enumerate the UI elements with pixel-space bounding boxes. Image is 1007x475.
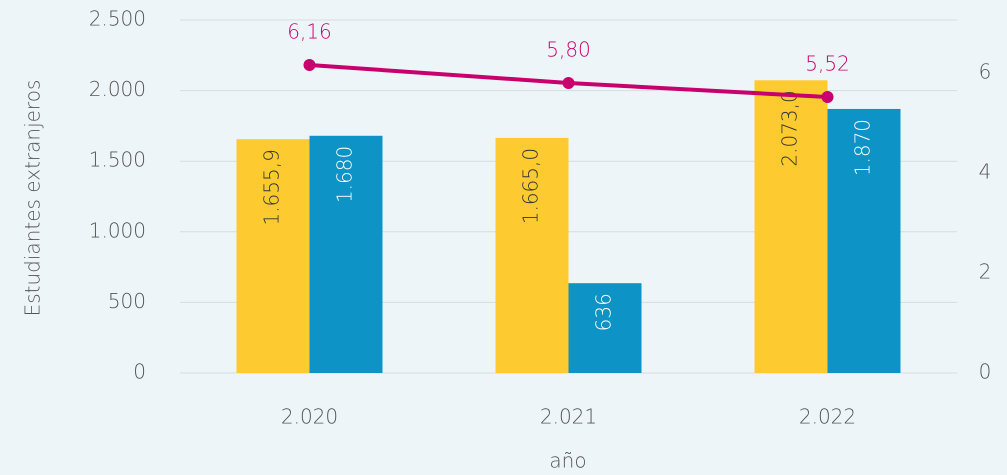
- data-label: 5,52: [805, 52, 850, 76]
- data-label: 1.655,9: [260, 149, 284, 225]
- y-tick-label: 1.000: [89, 218, 146, 242]
- bar: [568, 283, 642, 373]
- bar: [495, 137, 569, 373]
- line-point: [303, 59, 316, 71]
- bar: [827, 108, 901, 374]
- y2-tick-label: 2: [979, 260, 992, 284]
- y2-tick-label: 0: [979, 360, 992, 384]
- x-tick-label: 2.020: [281, 405, 338, 429]
- y-tick-label: 2.000: [89, 77, 146, 101]
- data-label: 1.870: [851, 119, 875, 176]
- bar: [309, 135, 383, 373]
- line-point: [821, 91, 834, 103]
- y-tick-label: 0: [133, 360, 146, 384]
- data-label: 5,80: [546, 38, 591, 62]
- data-label: 6,16: [287, 20, 332, 44]
- data-label: 1.665,0: [519, 148, 543, 224]
- y-tick-label: 2.500: [89, 7, 146, 31]
- bar: [236, 139, 310, 373]
- data-label: 1.680: [333, 146, 357, 203]
- y2-tick-label: 6: [979, 60, 992, 84]
- data-label: 636: [592, 293, 616, 331]
- x-tick-label: 2.021: [540, 405, 597, 429]
- y-axis-title: Estudiantes extranjeros: [21, 80, 45, 317]
- line-point: [562, 77, 575, 89]
- data-label: 2.073,0: [778, 90, 802, 166]
- x-axis-title: año: [549, 449, 586, 473]
- y-tick-label: 500: [108, 289, 146, 313]
- y-tick-label: 1.500: [89, 148, 146, 172]
- y2-tick-label: 4: [979, 160, 992, 184]
- x-tick-label: 2.022: [799, 405, 856, 429]
- bar: [754, 80, 828, 374]
